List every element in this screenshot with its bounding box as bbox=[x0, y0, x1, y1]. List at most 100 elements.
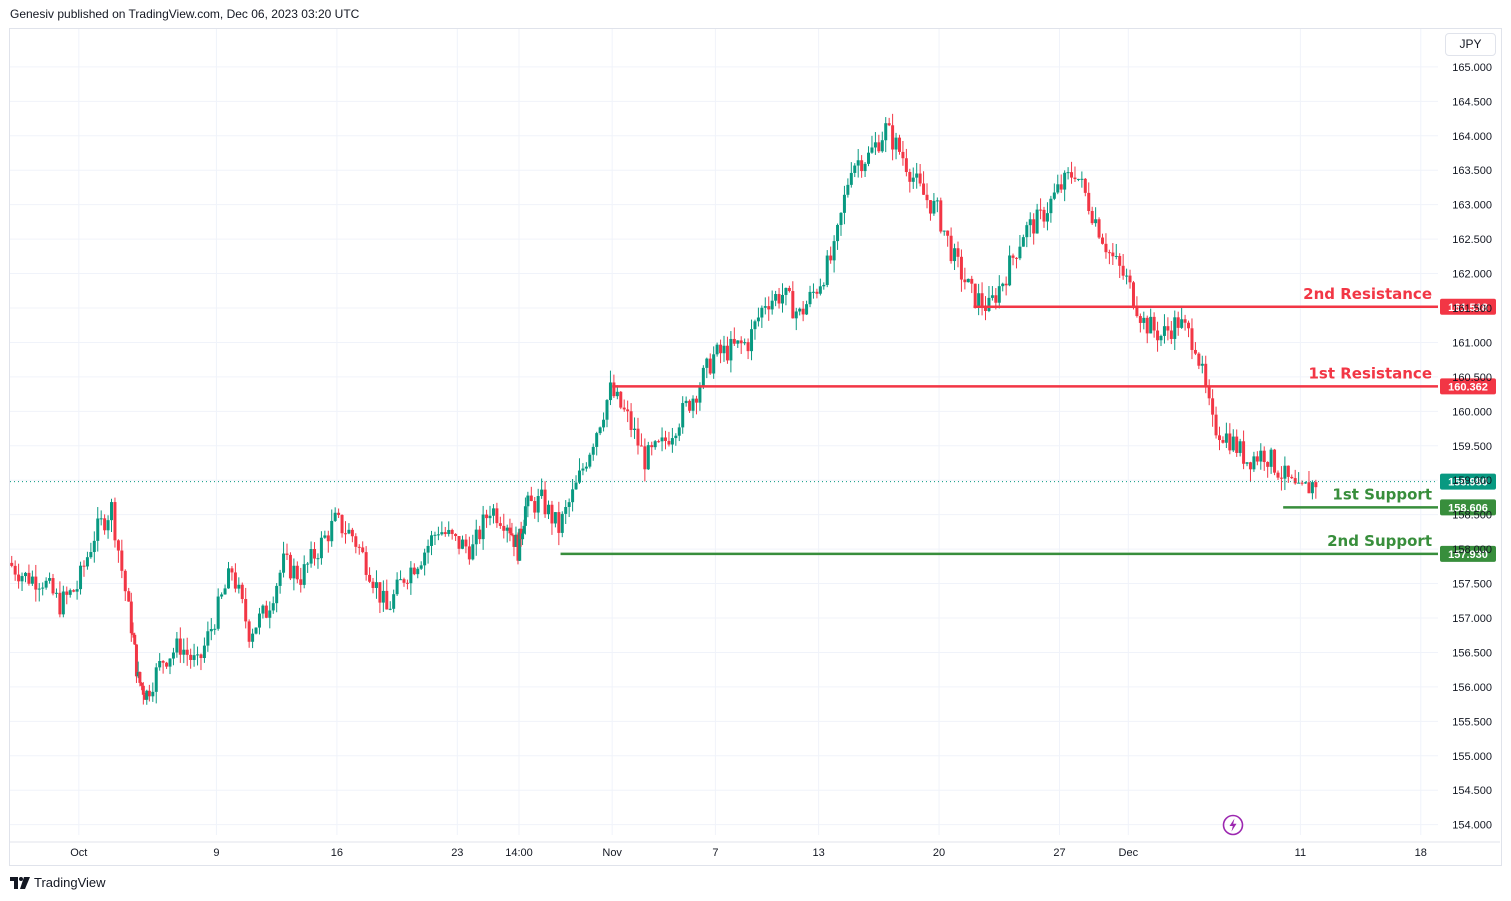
resistance-level-name: 1st Resistance bbox=[1308, 364, 1432, 382]
candle-body bbox=[915, 173, 919, 178]
candle bbox=[1162, 314, 1166, 344]
candle bbox=[17, 563, 21, 589]
candle-body bbox=[860, 160, 864, 172]
candle-body bbox=[1286, 465, 1290, 477]
candle bbox=[822, 282, 826, 290]
candle bbox=[602, 412, 606, 432]
candle bbox=[254, 627, 258, 635]
candle-body bbox=[829, 255, 833, 261]
candle bbox=[1083, 177, 1087, 197]
candle-body bbox=[481, 514, 485, 540]
candle-body bbox=[23, 572, 27, 577]
candle-body bbox=[526, 495, 530, 507]
candle-body bbox=[904, 158, 908, 173]
candle-body bbox=[514, 534, 518, 547]
candle bbox=[185, 637, 189, 666]
candle bbox=[787, 285, 791, 293]
candle bbox=[1231, 429, 1235, 453]
candle bbox=[350, 527, 354, 543]
candle bbox=[849, 162, 853, 188]
candle bbox=[533, 496, 537, 519]
candle-body bbox=[1169, 330, 1173, 339]
candle bbox=[233, 563, 237, 593]
candle bbox=[1286, 465, 1290, 483]
support-price-tag-bg bbox=[1440, 499, 1496, 516]
candle bbox=[977, 283, 981, 316]
candle bbox=[719, 339, 723, 364]
candle-body bbox=[1145, 317, 1149, 334]
candle bbox=[140, 682, 144, 691]
candle-body bbox=[402, 579, 406, 583]
candle-body bbox=[1018, 246, 1022, 259]
candle-body bbox=[129, 601, 133, 634]
candle-body bbox=[646, 445, 650, 470]
lightning-icon[interactable] bbox=[1222, 814, 1244, 836]
candle-body bbox=[478, 529, 482, 540]
candle bbox=[1066, 167, 1070, 180]
candle-body bbox=[103, 518, 107, 531]
candle-body bbox=[523, 506, 527, 526]
candle bbox=[753, 319, 757, 340]
last-price-tag-bg bbox=[1440, 473, 1496, 490]
candle-body bbox=[209, 628, 213, 632]
price-tick-label: 155.500 bbox=[1452, 716, 1492, 728]
candle bbox=[1001, 282, 1005, 292]
candle-body bbox=[491, 508, 495, 516]
candle-body bbox=[1028, 219, 1032, 226]
chart-frame bbox=[9, 28, 1502, 866]
candle-body bbox=[1049, 198, 1053, 214]
candle-body bbox=[399, 579, 403, 581]
candle bbox=[873, 132, 877, 155]
candle bbox=[1049, 195, 1053, 223]
candle-body bbox=[85, 557, 89, 567]
candle-body bbox=[123, 570, 127, 592]
candle-body bbox=[1276, 472, 1280, 478]
candle bbox=[529, 486, 533, 502]
candle bbox=[605, 399, 609, 428]
candle bbox=[946, 230, 950, 247]
candle bbox=[1197, 352, 1201, 370]
candle bbox=[323, 530, 327, 539]
candle bbox=[388, 601, 392, 611]
candle bbox=[540, 478, 544, 499]
candle-body bbox=[911, 177, 915, 182]
candle bbox=[1080, 171, 1084, 188]
candle bbox=[30, 570, 34, 586]
candle-body bbox=[254, 627, 258, 634]
candle bbox=[1042, 206, 1046, 228]
candle-body bbox=[1300, 482, 1304, 484]
candle-body bbox=[994, 295, 998, 303]
candle bbox=[1245, 462, 1249, 467]
candle bbox=[82, 560, 86, 577]
candle-body bbox=[581, 468, 585, 471]
time-tick-label: 9 bbox=[213, 847, 219, 859]
candle bbox=[829, 246, 833, 264]
candle bbox=[371, 577, 375, 594]
candle-body bbox=[34, 576, 38, 590]
candle-body bbox=[388, 608, 392, 610]
candle bbox=[158, 653, 162, 671]
support-price-tag-bg bbox=[1440, 545, 1496, 562]
candle-body bbox=[1056, 184, 1060, 193]
candle bbox=[1255, 451, 1259, 466]
candle-body bbox=[1228, 433, 1232, 451]
candle bbox=[966, 278, 970, 283]
candle bbox=[1283, 456, 1287, 491]
candle-body bbox=[127, 591, 131, 602]
candle-body bbox=[1279, 477, 1283, 479]
candle bbox=[1008, 245, 1012, 287]
candle bbox=[547, 500, 551, 520]
candle bbox=[708, 353, 712, 375]
candle-body bbox=[746, 342, 750, 352]
candle bbox=[880, 131, 884, 153]
currency-selector[interactable]: JPY bbox=[1445, 33, 1496, 56]
candle-body bbox=[966, 278, 970, 283]
candle bbox=[543, 481, 547, 518]
candle bbox=[65, 586, 69, 605]
candle bbox=[1070, 161, 1074, 184]
candle-body bbox=[58, 592, 62, 615]
candle-body bbox=[213, 628, 217, 630]
candle bbox=[571, 478, 575, 512]
candle-body bbox=[522, 525, 526, 534]
